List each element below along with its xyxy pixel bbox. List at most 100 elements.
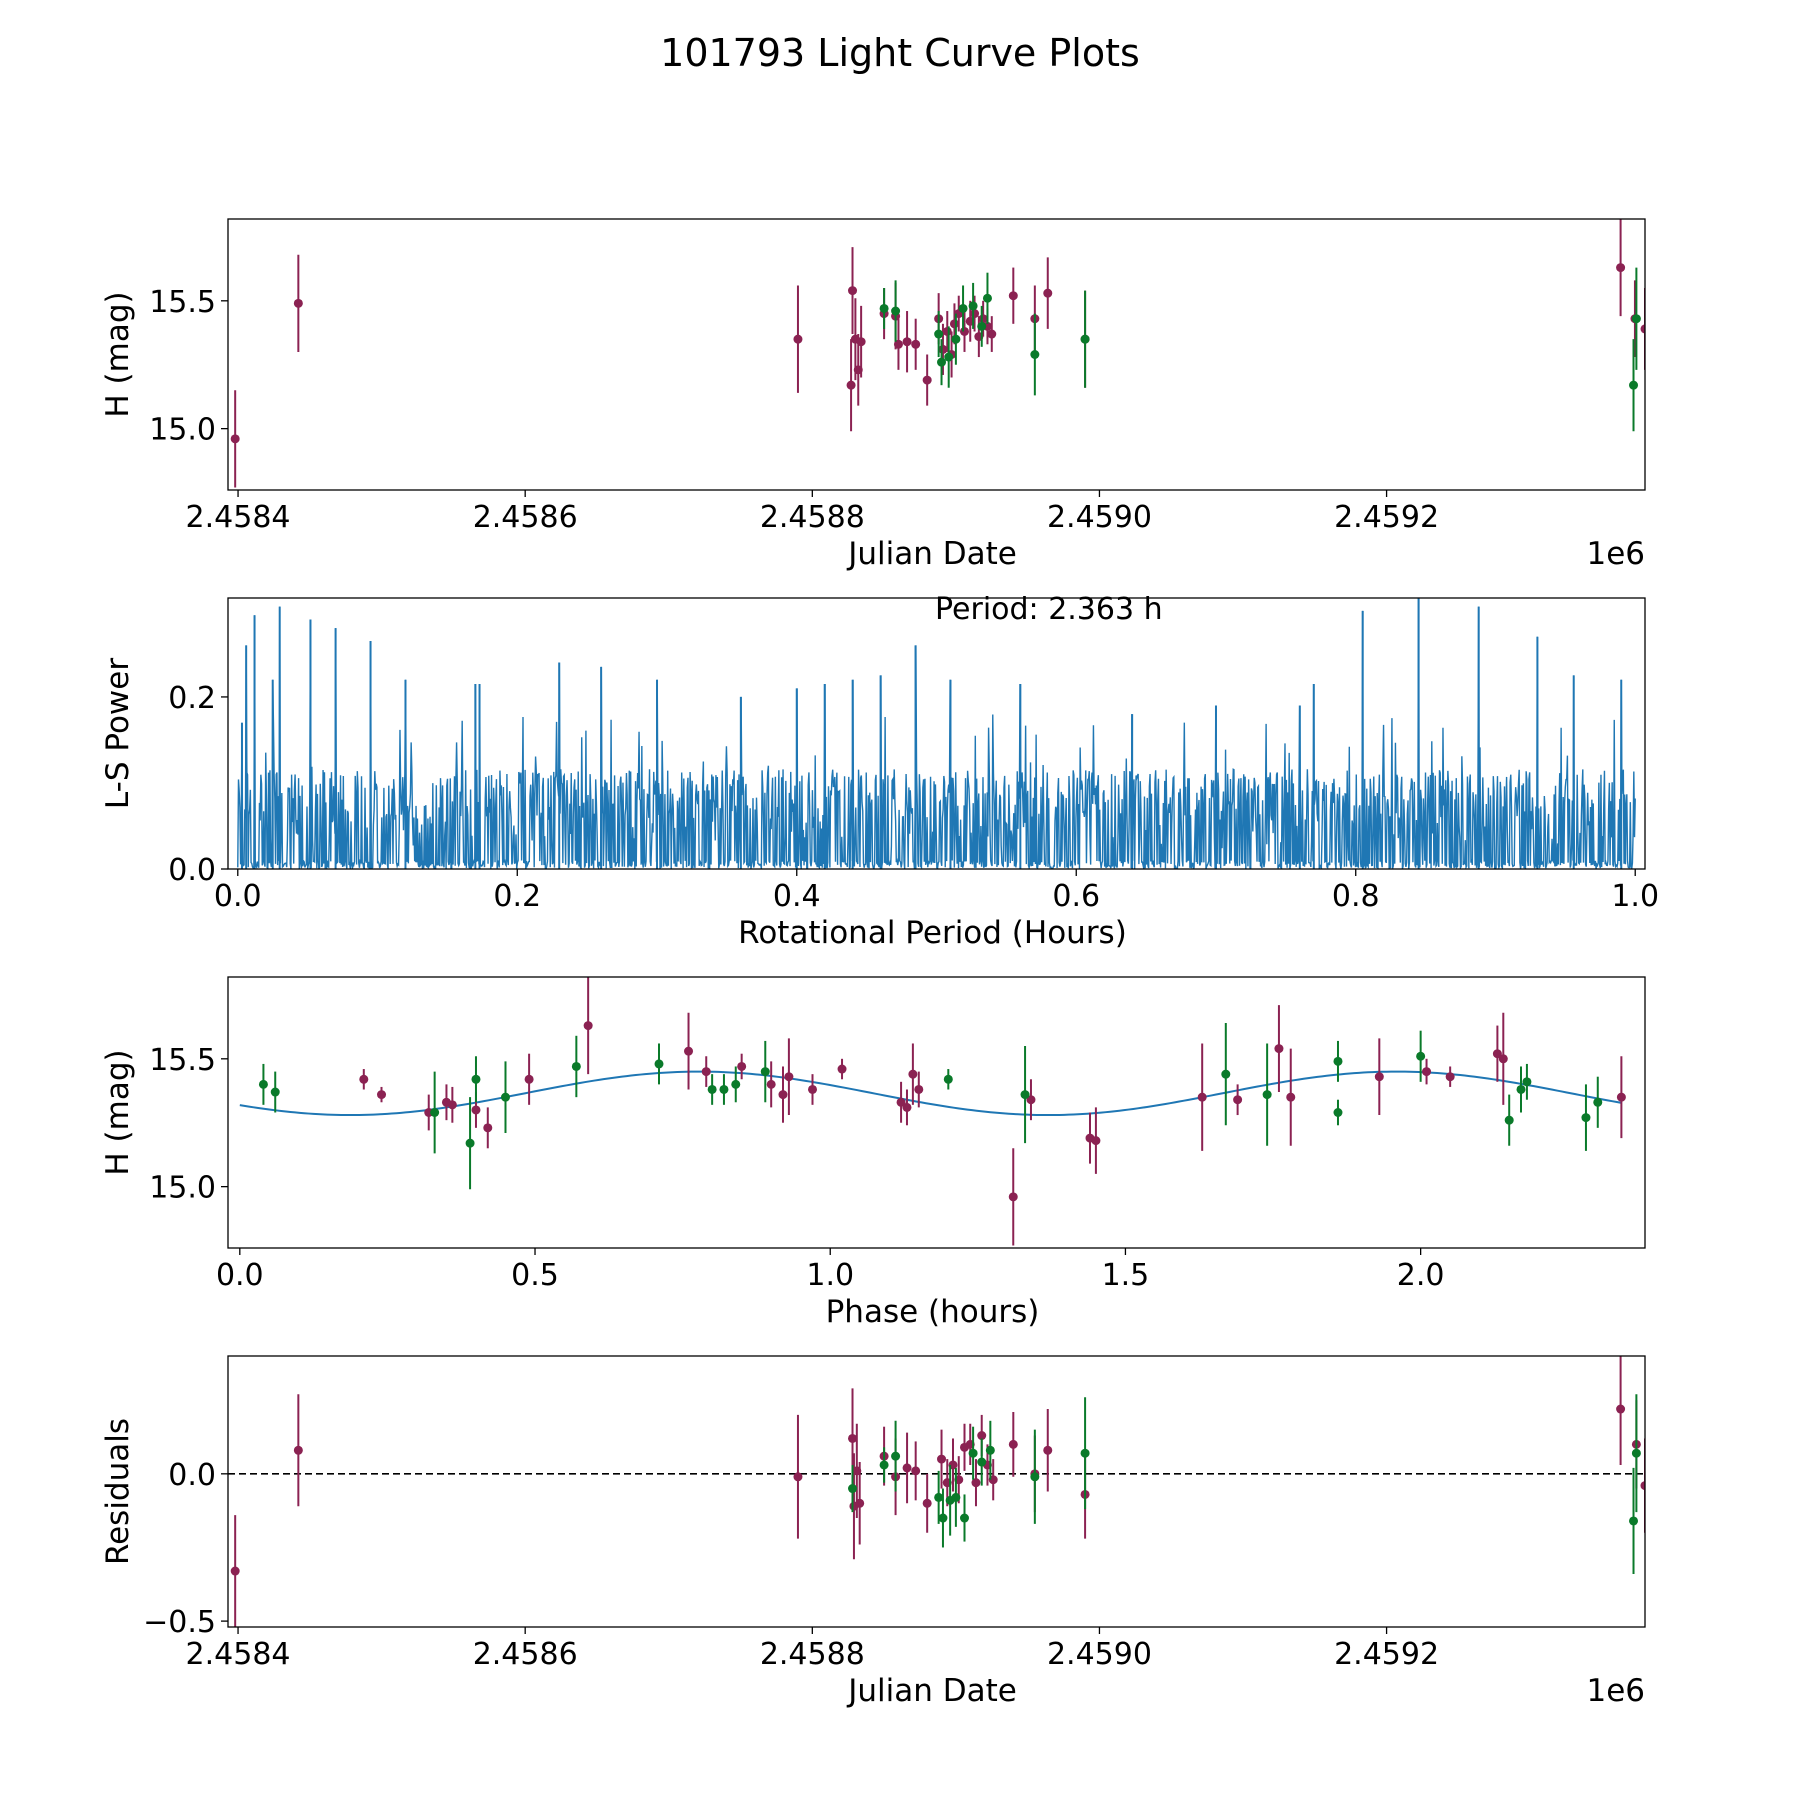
x-tick-label: 2.4588 — [760, 500, 865, 535]
data-point — [934, 1492, 944, 1502]
data-point — [938, 1513, 948, 1523]
data-point — [1504, 1115, 1514, 1125]
data-point — [784, 1072, 794, 1082]
data-point — [891, 306, 901, 316]
lightcurve-axes-frame — [227, 218, 1646, 491]
panel-lightcurve: 2.4584 2.4586 2.4588 2.4590 2.4592 15.0 15.5 Ju… — [100, 218, 1646, 572]
data-point — [1629, 1516, 1639, 1526]
x-tick-label: 2.4584 — [186, 500, 291, 535]
data-point — [943, 1074, 953, 1084]
y-tick-label: 15.5 — [149, 1043, 216, 1078]
data-point — [1374, 1072, 1384, 1082]
data-point — [1233, 1095, 1243, 1105]
data-point — [654, 1059, 664, 1069]
data-point — [970, 309, 980, 319]
x-tick-label: 1.0 — [1611, 879, 1659, 914]
x-tick-label: 2.4584 — [186, 1637, 291, 1672]
data-point — [1043, 288, 1053, 298]
x-tick-label: 2.4586 — [473, 500, 578, 535]
y-tick-label: 15.5 — [149, 285, 216, 320]
data-point — [959, 326, 969, 336]
data-point — [902, 1463, 912, 1473]
x-tick-label: 1.0 — [806, 1258, 854, 1293]
data-point — [1091, 1136, 1101, 1146]
data-point — [1008, 291, 1018, 301]
data-point — [938, 344, 948, 354]
phased-plot-area — [239, 977, 1626, 1246]
data-point — [911, 339, 921, 349]
data-point — [1631, 314, 1641, 324]
x-tick-label: 2.4586 — [473, 1637, 578, 1672]
x-tick-label: 0.8 — [1332, 879, 1380, 914]
data-point — [908, 1069, 918, 1079]
data-point — [934, 329, 944, 339]
data-point — [737, 1061, 747, 1071]
data-point — [793, 1472, 803, 1482]
data-point — [951, 1492, 961, 1502]
data-point — [1333, 1108, 1343, 1117]
y-axis-label: L-S Power — [100, 658, 136, 809]
data-point — [911, 1466, 921, 1476]
data-point — [483, 1123, 493, 1133]
data-point — [1640, 324, 1645, 334]
data-point — [922, 375, 932, 385]
data-point — [1043, 1445, 1053, 1455]
data-point — [848, 286, 858, 296]
data-point — [430, 1108, 440, 1117]
data-point — [977, 1457, 987, 1467]
data-point — [902, 337, 912, 347]
data-point — [377, 1090, 387, 1100]
data-point — [985, 1445, 995, 1455]
data-point — [1008, 1439, 1018, 1449]
phased-axes-frame — [227, 976, 1646, 1249]
periodogram-axes-frame — [227, 597, 1646, 870]
data-point — [977, 1431, 987, 1441]
data-point — [1422, 1067, 1432, 1077]
data-point — [719, 1084, 729, 1094]
data-point — [951, 334, 961, 344]
data-point — [793, 334, 803, 344]
data-point — [855, 1498, 865, 1508]
y-tick-label: 0.2 — [168, 681, 216, 716]
data-point — [1008, 1192, 1018, 1202]
x-axis-label: Julian Date — [846, 536, 1017, 572]
data-point — [848, 1433, 858, 1443]
x-tick-label: 2.4588 — [760, 1637, 865, 1672]
data-point — [1522, 1077, 1532, 1087]
data-point — [937, 357, 947, 367]
data-point — [1026, 1095, 1036, 1105]
data-point — [1616, 1092, 1626, 1102]
data-point — [902, 1102, 912, 1112]
y-tick-label: 0.0 — [168, 1458, 216, 1493]
y-tick-label: 0.0 — [168, 853, 216, 888]
data-point — [293, 298, 303, 308]
x-axis-label: Rotational Period (Hours) — [738, 915, 1127, 951]
data-point — [447, 1100, 457, 1110]
data-point — [893, 339, 903, 349]
panel-phased: 0.0 0.5 1.0 1.5 2.0 15.0 15.5 Phase (hours) H (m… — [100, 976, 1646, 1330]
y-tick-label: 15.0 — [149, 413, 216, 448]
y-axis-label: Residuals — [100, 1418, 136, 1565]
data-point — [937, 1454, 947, 1464]
data-point — [766, 1079, 776, 1089]
data-point — [1640, 1481, 1645, 1491]
data-point — [1593, 1097, 1603, 1107]
x-tick-label: 0.0 — [216, 1258, 264, 1293]
data-point — [879, 1460, 889, 1470]
data-point — [1631, 1448, 1641, 1458]
x-offset-label: 1e6 — [1586, 1673, 1645, 1709]
data-point — [707, 1084, 717, 1094]
x-tick-label: 0.2 — [493, 879, 541, 914]
data-point — [942, 326, 952, 336]
data-point — [971, 1478, 981, 1488]
data-point — [1629, 380, 1639, 390]
data-point — [837, 1064, 847, 1074]
y-tick-label: −0.5 — [143, 1605, 216, 1640]
residuals-plot-area — [228, 1356, 1645, 1627]
data-point — [471, 1105, 481, 1115]
y-axis-label: H (mag) — [100, 291, 136, 417]
data-point — [1416, 1051, 1426, 1061]
data-point — [846, 380, 856, 390]
